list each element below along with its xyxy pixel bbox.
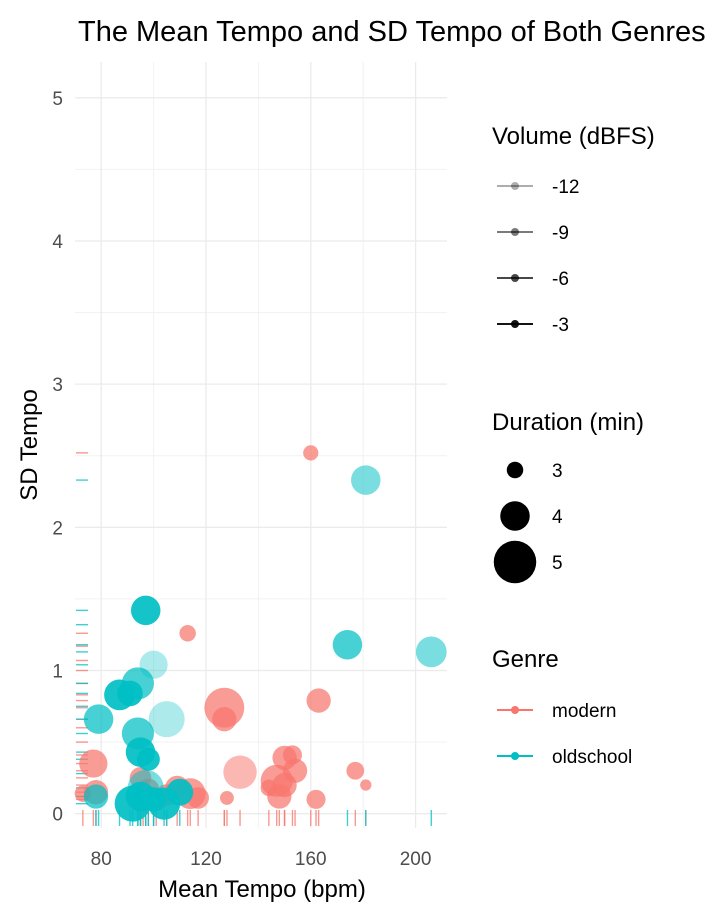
y-axis-title: SD Tempo	[16, 389, 43, 501]
x-tick-label: 160	[295, 849, 327, 870]
legend-duration-point	[506, 461, 524, 479]
legend-volume-label: -12	[552, 177, 579, 198]
legend-volume-label: -3	[552, 315, 569, 336]
data-point-oldschool	[117, 680, 143, 707]
legend-volume-title: Volume (dBFS)	[492, 123, 655, 150]
grid-lines	[75, 62, 447, 828]
data-point-oldschool	[351, 465, 381, 495]
legend-genre-label-modern: modern	[552, 701, 616, 722]
data-point-modern	[212, 707, 237, 732]
data-point-modern	[306, 688, 331, 713]
chart-title: The Mean Tempo and SD Tempo of Both Genr…	[78, 16, 706, 48]
data-point-modern	[79, 749, 108, 778]
data-point-modern	[303, 445, 319, 461]
data-point-oldschool	[141, 787, 166, 812]
x-tick-label: 120	[190, 849, 222, 870]
legend-volume-point	[511, 274, 519, 282]
plot-panel	[74, 62, 447, 828]
legend-duration-point	[500, 501, 530, 531]
y-tick-label: 5	[52, 89, 63, 110]
y-tick-label: 4	[52, 232, 63, 253]
data-point-modern	[360, 779, 372, 791]
y-axis-ticks: 0 1 2 3 4 5	[52, 89, 63, 826]
data-point-modern	[219, 790, 234, 805]
data-point-modern	[346, 761, 365, 780]
legend-duration-label: 4	[552, 507, 563, 528]
legend-genre-label-oldschool: oldschool	[552, 747, 632, 768]
data-point-oldschool	[136, 747, 160, 771]
legend-volume-point	[511, 228, 519, 236]
legend-duration-label: 5	[552, 553, 563, 574]
x-axis-title: Mean Tempo (bpm)	[158, 876, 366, 903]
legend-duration-label: 3	[552, 461, 563, 482]
legend-genre-point-modern	[511, 706, 519, 714]
legend-duration: Duration (min) 3 4 5	[492, 409, 644, 584]
data-point-modern	[306, 789, 326, 809]
data-point-oldschool	[148, 701, 185, 738]
legend-volume-point	[511, 320, 519, 328]
y-tick-label: 1	[52, 662, 63, 683]
data-point-oldschool	[139, 650, 168, 679]
data-point-oldschool	[415, 636, 447, 668]
legend-genre-title: Genre	[492, 646, 559, 673]
legend-duration-point	[493, 540, 537, 584]
legend-volume-label: -9	[552, 223, 569, 244]
y-tick-label: 3	[52, 375, 63, 396]
data-point-oldschool	[130, 595, 161, 626]
legend-volume-point	[511, 182, 519, 190]
legend-genre: Genre modern oldschool	[492, 646, 632, 768]
y-tick-label: 2	[52, 518, 63, 539]
legend-volume-label: -6	[552, 269, 569, 290]
legend-duration-title: Duration (min)	[492, 409, 644, 436]
data-point-oldschool	[83, 704, 114, 734]
data-point-modern	[260, 779, 278, 797]
legend-volume: Volume (dBFS) -12 -9 -6 -3	[492, 123, 655, 336]
x-tick-label: 200	[400, 849, 432, 870]
data-point-modern	[282, 745, 302, 765]
data-point-oldschool	[83, 784, 109, 809]
x-axis-ticks: 80 120 160 200	[91, 849, 432, 870]
data-point-oldschool	[166, 778, 194, 806]
data-point-modern	[223, 755, 257, 789]
y-tick-label: 0	[52, 805, 63, 826]
data-points	[74, 445, 447, 822]
x-tick-label: 80	[91, 849, 112, 870]
legend-genre-point-oldschool	[511, 752, 519, 760]
data-point-modern	[179, 625, 196, 642]
data-point-oldschool	[332, 629, 363, 660]
